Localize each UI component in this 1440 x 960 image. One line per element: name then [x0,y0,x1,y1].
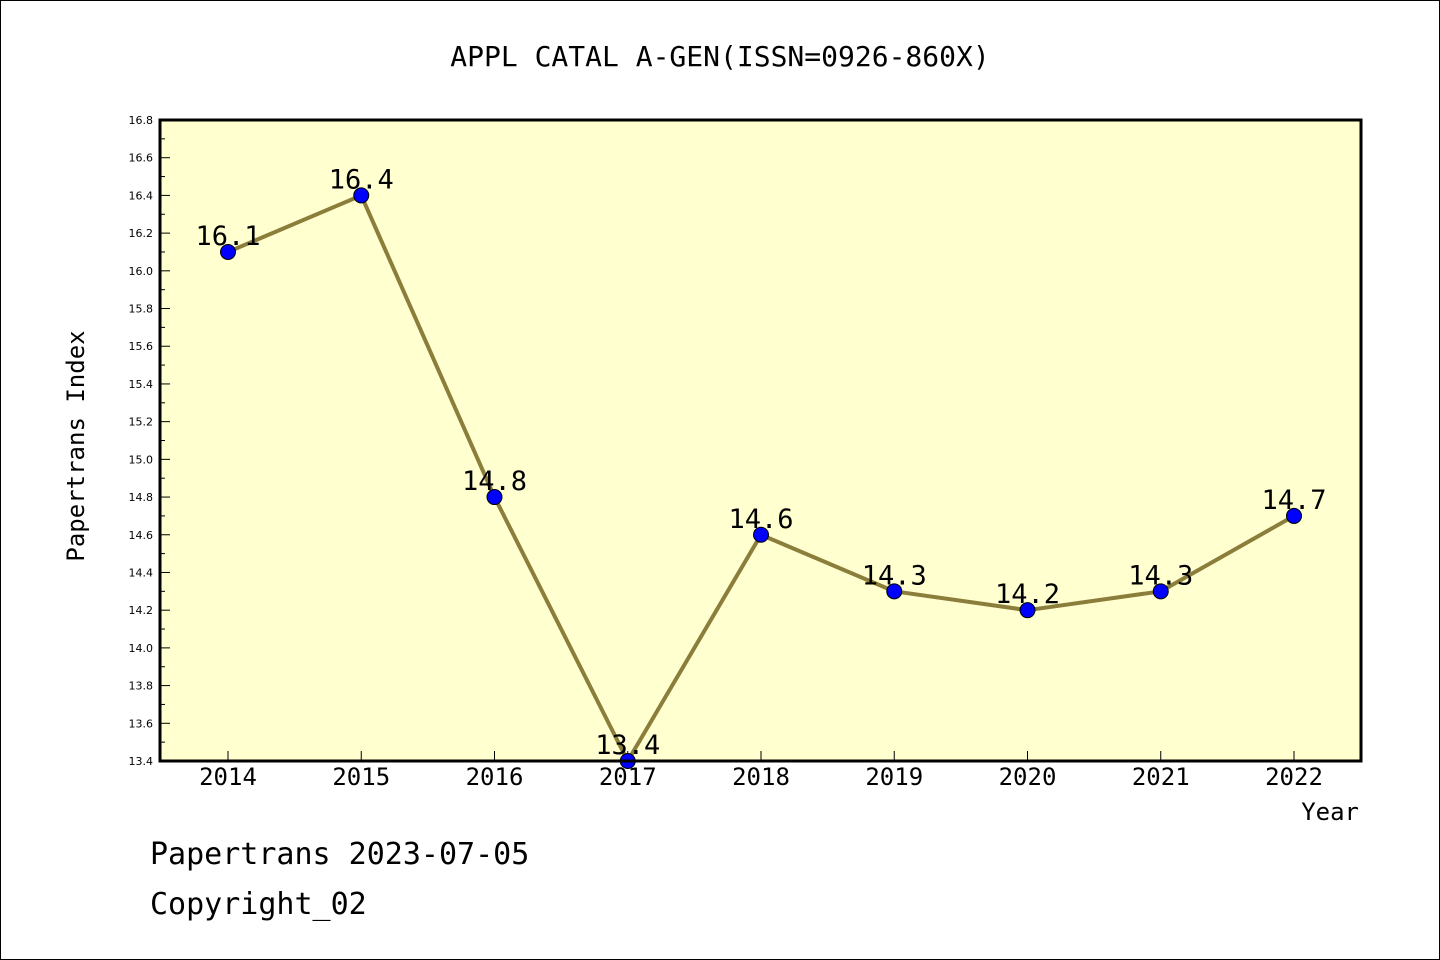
x-tick-label: 2022 [1265,763,1323,791]
y-tick-label: 14.4 [129,566,154,579]
plot-area [160,120,1361,761]
x-tick-label: 2016 [466,763,524,791]
data-label: 14.2 [995,579,1060,610]
y-tick-label: 16.8 [129,114,154,127]
x-tick-label: 2021 [1132,763,1190,791]
x-tick-label: 2020 [999,763,1057,791]
plot-border [158,118,1363,763]
data-point [1286,507,1302,524]
x-tick-label: 2018 [732,763,790,791]
data-labels: 16.1 16.4 14.8 13.4 14.6 14.3 14.2 14.3 14.7 [195,164,1326,761]
data-label: 13.4 [595,730,660,761]
data-label: 14.3 [1128,560,1193,591]
y-tick-label: 15.6 [129,340,154,353]
y-tick-label: 14.6 [129,529,154,542]
data-label: 16.1 [195,221,260,252]
data-point [486,489,503,506]
y-tick-label: 15.8 [129,303,154,316]
y-tick-label: 16.6 [129,152,154,165]
y-tick-label: 13.8 [129,680,154,693]
y-tick-label: 15.2 [129,416,154,429]
data-point [1019,602,1036,619]
y-axis-label: Papertrans Index [62,330,90,561]
chart-title: APPL CATAL A-GEN(ISSN=0926-860X) [450,40,989,73]
y-tick-label: 15.4 [129,378,154,391]
data-label: 14.7 [1261,485,1326,516]
data-label: 14.3 [862,560,927,591]
x-tick-label: 2015 [332,763,390,791]
y-tick-label: 16.2 [129,227,154,240]
y-tick-label: 16.0 [129,265,154,278]
x-axis-label: Year [1301,798,1359,826]
y-tick-label: 15.0 [129,453,154,466]
data-label: 14.8 [462,466,527,497]
footer-copyright: Copyright_02 [150,887,367,922]
data-point [753,526,769,543]
data-label: 14.6 [728,504,793,535]
y-tick-label: 13.6 [129,717,154,730]
y-tick-label: 14.2 [129,604,154,617]
y-tick-label: 14.0 [129,642,154,655]
y-tick-label: 14.8 [129,491,154,504]
data-point [220,243,236,260]
x-tick-label: 2019 [865,763,923,791]
data-label: 16.4 [329,164,394,195]
footer-date: Papertrans 2023-07-05 [150,837,529,872]
y-axis: 13.4 13.6 13.8 14.0 14.2 14.4 14.6 14.8 15.0 15.2… [129,114,170,768]
data-point [886,583,903,600]
series-line-group [220,187,1302,769]
data-point [353,187,370,204]
y-tick-label: 16.4 [129,189,154,202]
x-tick-label: 2014 [199,763,257,791]
data-point [1152,583,1169,600]
y-tick-label: 13.4 [129,755,154,768]
